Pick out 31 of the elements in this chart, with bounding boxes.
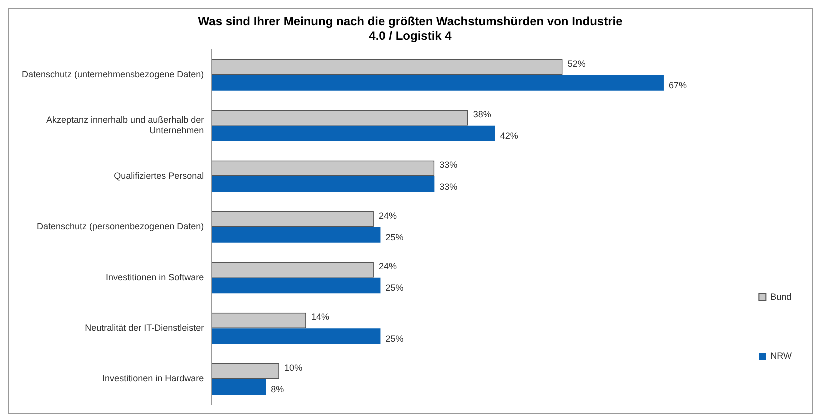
data-label: 14% bbox=[312, 312, 330, 322]
data-label: 25% bbox=[386, 283, 404, 294]
data-label: 42% bbox=[500, 131, 518, 142]
y-tick-label: Datenschutz (personenbezogenen Daten) bbox=[36, 222, 204, 232]
data-label: 8% bbox=[271, 384, 284, 395]
legend-label: NRW bbox=[770, 350, 793, 361]
data-label: 67% bbox=[668, 80, 687, 90]
bar bbox=[212, 126, 496, 142]
bar bbox=[212, 278, 381, 294]
y-tick-label: Datenschutz (unternehmensbezogene Daten) bbox=[22, 70, 204, 80]
bar bbox=[212, 176, 435, 192]
bar bbox=[212, 75, 664, 91]
data-label: 24% bbox=[378, 210, 397, 221]
chart-title: Was sind Ihrer Meinung nach die größten Wachstumshürden von Industrie 4.0 / Logistik 4 bbox=[198, 14, 624, 43]
y-tick-label: Qualifiziertes Personal bbox=[114, 171, 204, 181]
bar bbox=[212, 328, 381, 344]
data-label: 52% bbox=[568, 58, 586, 69]
bar bbox=[212, 227, 381, 243]
legend-label: Bund bbox=[770, 292, 792, 302]
data-label: 10% bbox=[284, 362, 303, 373]
y-tick-label: Investitionen in Software bbox=[106, 272, 204, 282]
y-tick-label: Investitionen in Hardware bbox=[102, 374, 204, 384]
data-label: 25% bbox=[386, 232, 404, 243]
y-tick-label: Akzeptanz innerhalb und außerhalb der Unternehmen bbox=[46, 114, 204, 136]
bar bbox=[212, 379, 266, 395]
data-label: 38% bbox=[473, 109, 492, 120]
y-tick-label: Neutralität der IT-Dienstleister bbox=[85, 323, 204, 334]
data-label: 24% bbox=[378, 262, 397, 272]
data-label: 33% bbox=[440, 182, 458, 192]
data-label: 33% bbox=[440, 160, 458, 170]
data-label: 25% bbox=[386, 334, 404, 344]
